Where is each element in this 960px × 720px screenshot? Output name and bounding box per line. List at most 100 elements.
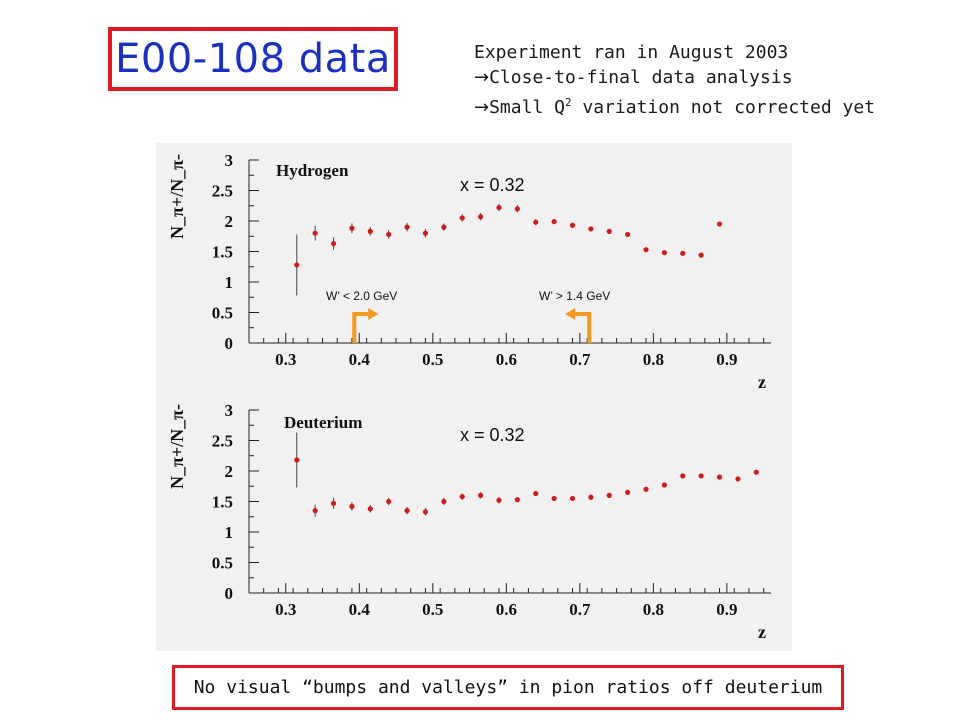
data-point [551,495,557,502]
x-tick-label: 0.9 [716,350,737,369]
x-tick-label: 0.6 [496,600,517,619]
x-tick-label: 0.7 [569,350,591,369]
data-point [588,494,594,500]
slide-title: E00-108 data [115,36,391,82]
data-point [680,473,686,479]
data-point [349,225,355,231]
data-point [753,469,759,475]
data-point [698,473,704,479]
note-line-3-sup: 2 [564,96,572,109]
note-line-2-text: Close-to-final data analysis [489,67,793,88]
data-point [680,250,686,256]
y-tick-label: 2 [225,462,234,481]
y-tick-label: 2.5 [212,432,233,451]
title-box: E00-108 data [108,27,398,91]
x-tick-label: 0.4 [349,600,371,619]
y-tick-label: 3 [225,151,234,170]
data-point [514,206,520,212]
x-axis-label: z [758,622,766,642]
data-point [735,476,741,482]
y-axis-label: N_π+/N_π- [167,154,187,239]
x-tick-label: 0.9 [716,600,737,619]
data-point [386,231,392,238]
y-tick-label: 0 [225,584,234,603]
x-axis-label: z [758,372,766,392]
y-tick-label: 2 [225,212,234,231]
cut-arrow-low [352,312,369,343]
footer-text: No visual “bumps and valleys” in pion ra… [193,677,823,698]
note-line-1: Experiment ran in August 2003 [474,42,789,63]
data-point [533,219,539,225]
y-tick-label: 1 [225,523,234,542]
cut-arrow-high [575,312,592,343]
data-point [459,215,465,221]
data-point [716,221,723,227]
note-line-2: →Close-to-final data analysis [474,65,875,90]
right-arrow-icon: → [474,97,490,118]
plot-title: Hydrogen [276,161,349,180]
data-point [661,250,667,256]
cut-arrowhead-high [565,308,576,320]
data-point [643,486,649,492]
data-point [625,231,631,238]
plot-title: Deuterium [284,413,362,432]
cut-label-low: W’ < 2.0 GeV [326,289,397,303]
data-point [367,506,373,512]
y-tick-label: 1 [225,273,234,292]
data-point [625,489,631,495]
x-tick-label: 0.8 [643,600,664,619]
right-arrow-icon: → [474,67,490,88]
x-tick-label: 0.7 [569,600,591,619]
data-point [606,492,612,498]
data-point [386,498,392,505]
data-point [330,500,337,506]
x-tick-label: 0.5 [422,350,443,369]
panel-background [156,143,792,651]
y-tick-label: 0 [225,334,234,353]
x-tick-label: 0.6 [496,350,517,369]
data-point [422,509,429,515]
x-tick-label: 0.8 [643,350,664,369]
x-tick-label: 0.5 [422,600,443,619]
footer-box: No visual “bumps and valleys” in pion ra… [172,665,844,710]
data-point [422,230,429,236]
note-line-3-pre: Small Q [489,97,565,118]
data-point [441,498,447,505]
kinematic-cuts: W’ < 2.0 GeV W’ > 1.4 GeV [326,289,610,343]
x-tick-label: 0.3 [275,350,296,369]
data-point [367,228,373,234]
data-point [643,247,649,253]
x-tick-label: 0.3 [275,600,296,619]
data-point [496,497,502,503]
deuterium-plot: 0 0.5 1 1.5 2 2.5 3 0.3 0.4 0.5 0.6 0.7 0.8 0.9 z N_π+/… [167,401,771,642]
data-point [349,503,355,509]
note-line-3: →Small Q2 variation not corrected yet [474,90,875,120]
data-point [496,204,502,211]
x-tick-label: 0.4 [349,350,371,369]
notes: Experiment ran in August 2003 →Close-to-… [474,40,875,120]
hydrogen-plot: 0 0.5 1 1.5 2 2.5 3 0.3 0.4 0.5 0.6 0.7 0.8 0.9 z N_π+/… [167,151,771,392]
data-point [569,222,576,228]
y-tick-label: 3 [225,401,234,420]
data-point [330,240,337,247]
x-value-annotation: x = 0.32 [460,425,525,445]
x-value-annotation: x = 0.32 [460,175,525,195]
data-point [551,219,557,225]
data-point [698,252,704,258]
data-point [404,224,410,230]
y-tick-label: 0.5 [212,554,233,573]
cut-label-high: W’ > 1.4 GeV [539,289,610,303]
data-point [404,508,410,514]
data-point [477,492,484,498]
data-point [441,224,447,230]
data-point [477,214,484,220]
data-point [312,508,318,514]
data-point [569,495,576,502]
plots-svg: 0 0.5 1 1.5 2 2.5 3 0.3 0.4 0.5 0.6 0.7 0.8 0.9 z N_π+/… [156,143,792,651]
note-line-3-post: variation not corrected yet [571,97,876,118]
cut-arrowhead-low [368,308,379,320]
y-tick-label: 1.5 [212,493,233,512]
data-point [514,497,520,503]
data-point [716,474,723,480]
y-tick-label: 2.5 [212,182,233,201]
